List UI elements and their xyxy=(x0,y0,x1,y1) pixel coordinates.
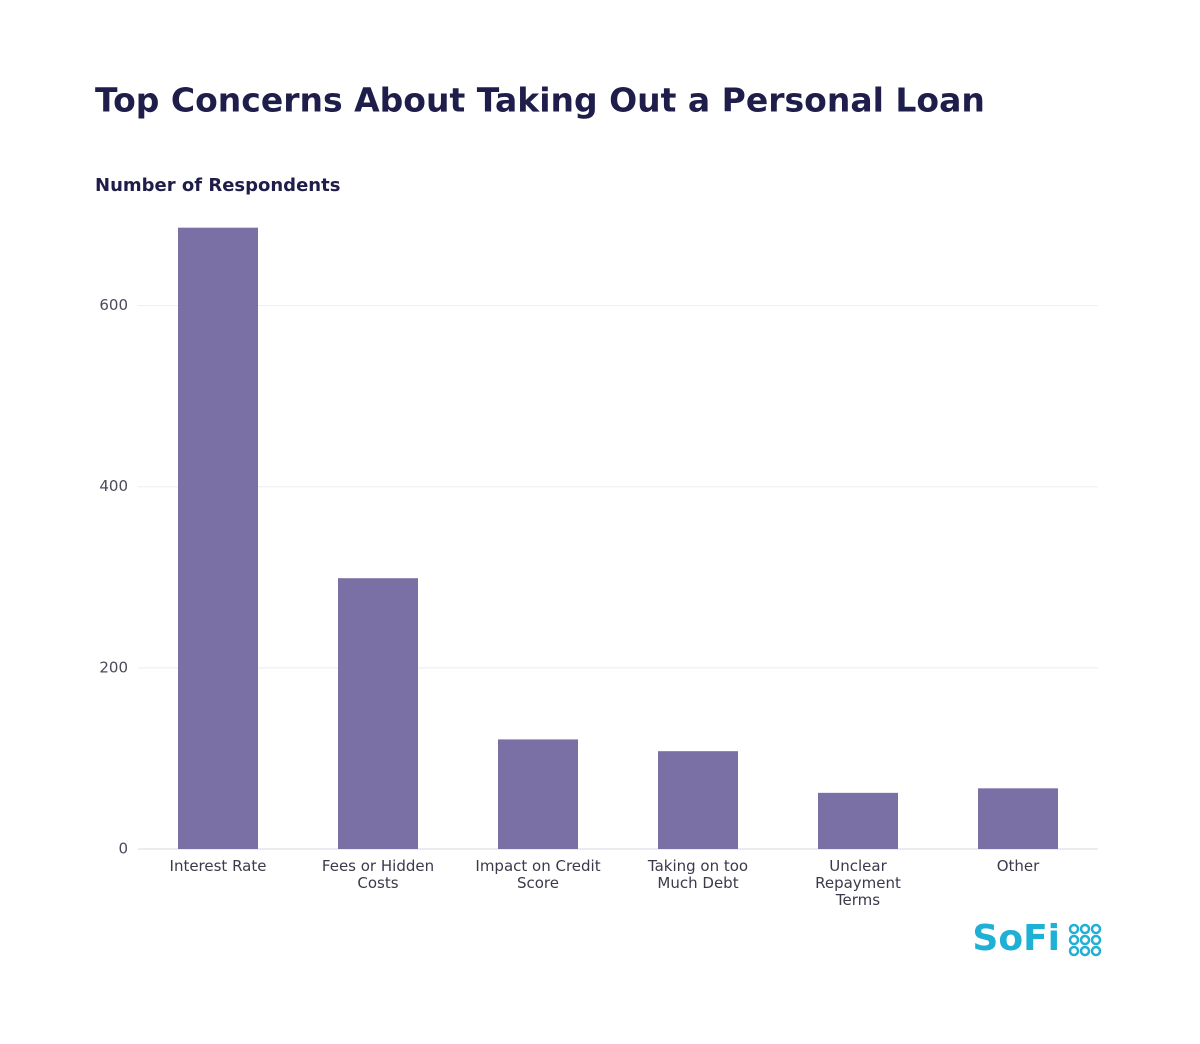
x-tick-label: Taking on too Much Debt xyxy=(647,857,748,892)
y-axis-label: Number of Respondents xyxy=(95,175,340,196)
y-tick-label: 600 xyxy=(99,296,128,314)
bar xyxy=(818,792,898,849)
chart-title: Top Concerns About Taking Out a Personal… xyxy=(95,81,985,120)
x-tick-label: Unclear Repayment Terms xyxy=(815,857,901,909)
bar xyxy=(658,751,738,849)
y-tick-label: 0 xyxy=(118,840,128,858)
x-tick-label: Fees or Hidden Costs xyxy=(322,857,434,892)
bar xyxy=(978,788,1058,849)
y-tick-label: 400 xyxy=(99,477,128,495)
x-tick-label: Other xyxy=(997,857,1040,875)
x-tick-label: Interest Rate xyxy=(170,857,267,875)
y-tick-label: 200 xyxy=(99,658,128,676)
logo-icon xyxy=(1068,923,1102,957)
bar xyxy=(178,227,258,849)
bar xyxy=(498,739,578,849)
logo: SoFi xyxy=(972,918,1060,959)
x-tick-label: Impact on Credit Score xyxy=(475,857,600,892)
bar xyxy=(338,578,418,849)
